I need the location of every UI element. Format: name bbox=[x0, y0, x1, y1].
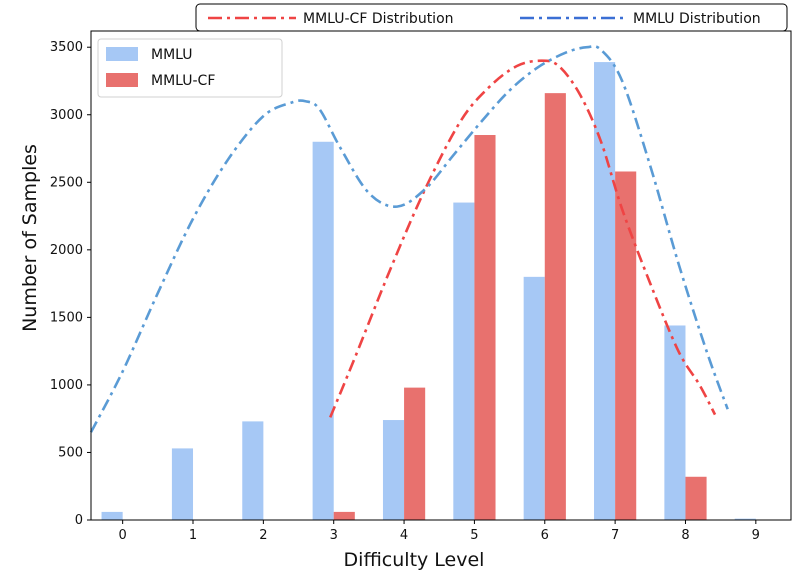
y-tick-label: 3000 bbox=[50, 108, 83, 123]
legend-swatch-mmlu bbox=[106, 47, 138, 61]
bar-mmlu-cf-7 bbox=[615, 171, 637, 521]
y-tick-label: 0 bbox=[75, 513, 83, 528]
bar-mmlu-4 bbox=[382, 420, 405, 520]
y-tick-label: 500 bbox=[58, 445, 83, 460]
legend-label-mmlu-cf-distribution: MMLU-CF Distribution bbox=[303, 11, 454, 27]
x-tick-label: 2 bbox=[259, 528, 267, 543]
x-tick-label: 3 bbox=[330, 528, 338, 543]
x-tick-label: 6 bbox=[541, 528, 549, 543]
x-tick-label: 7 bbox=[611, 528, 619, 543]
legend-label-mmlu-cf: MMLU-CF bbox=[151, 73, 215, 89]
legend-swatch-mmlu-cf bbox=[106, 73, 138, 87]
bar-mmlu-7 bbox=[594, 62, 616, 520]
bar-legend-frame bbox=[97, 38, 283, 98]
y-axis-title: Number of Samples bbox=[19, 144, 41, 332]
bar-mmlu-3 bbox=[312, 141, 334, 520]
bar-mmlu-6 bbox=[523, 276, 545, 520]
y-axis-ticks: 0 500 1000 1500 2000 2500 3000 3500 bbox=[50, 40, 91, 528]
x-tick-label: 5 bbox=[470, 528, 478, 543]
legend-label-mmlu: MMLU bbox=[151, 47, 193, 63]
x-tick-label: 1 bbox=[189, 528, 197, 543]
curve-mmlu-cf-distribution bbox=[328, 59, 717, 418]
bars-layer bbox=[101, 62, 756, 521]
x-tick-label: 4 bbox=[400, 528, 408, 543]
bar-mmlu-cf-6 bbox=[544, 93, 566, 520]
curve-mmlu-distribution bbox=[89, 44, 729, 433]
bar-mmlu-cf-4 bbox=[404, 387, 426, 520]
y-tick-label: 2000 bbox=[50, 243, 83, 258]
bar-mmlu-2 bbox=[242, 421, 264, 520]
curves-layer bbox=[89, 44, 729, 433]
y-tick-label: 2500 bbox=[50, 175, 83, 190]
bar-mmlu-cf-3 bbox=[333, 511, 355, 520]
bar-mmlu-5 bbox=[453, 202, 475, 520]
bar-mmlu-1 bbox=[171, 448, 194, 520]
bar-mmlu-9 bbox=[734, 518, 756, 520]
plot-frame bbox=[90, 30, 792, 521]
bar-mmlu-cf-8 bbox=[685, 476, 707, 520]
curve-legend-frame bbox=[195, 3, 788, 32]
x-tick-label: 9 bbox=[752, 528, 760, 543]
bar-legend: MMLU MMLU-CF bbox=[97, 38, 283, 98]
curve-legend: MMLU-CF Distribution MMLU Distribution bbox=[195, 3, 788, 32]
bar-mmlu-cf-5 bbox=[474, 135, 496, 520]
x-axis-ticks: 0 1 2 3 4 5 6 7 8 9 bbox=[119, 520, 760, 543]
bar-mmlu-0 bbox=[101, 511, 123, 520]
x-tick-label: 8 bbox=[681, 528, 689, 543]
y-tick-label: 1500 bbox=[50, 310, 83, 325]
bar-mmlu-8 bbox=[664, 325, 686, 520]
x-tick-label: 0 bbox=[119, 528, 127, 543]
legend-label-mmlu-distribution: MMLU Distribution bbox=[633, 11, 761, 27]
y-tick-label: 1000 bbox=[50, 378, 83, 393]
y-tick-label: 3500 bbox=[50, 40, 83, 55]
x-axis-title: Difficulty Level bbox=[344, 549, 485, 571]
